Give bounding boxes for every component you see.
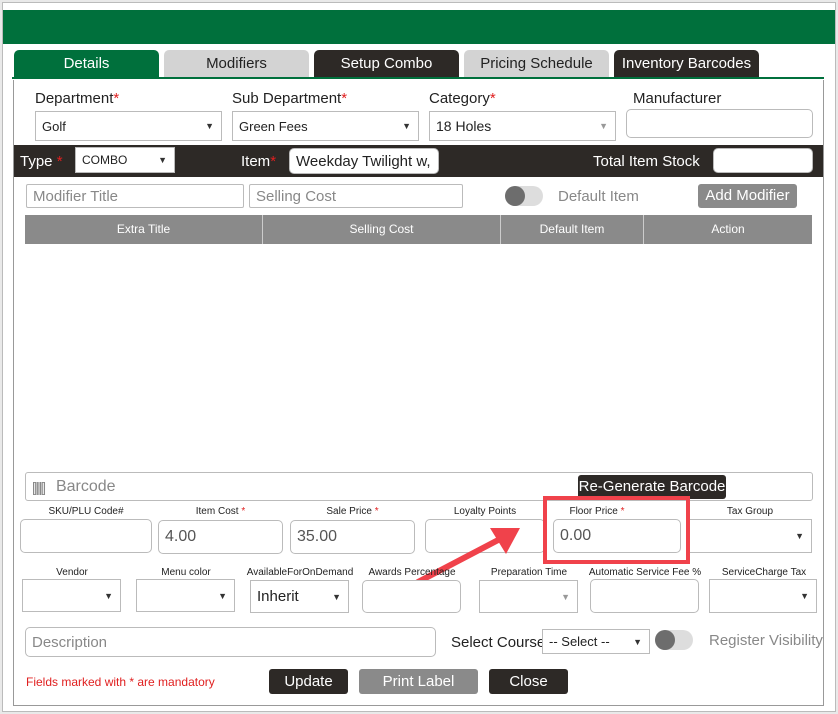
awards-label: Awards Percentage [368, 567, 456, 578]
available-select[interactable]: Inherit ▼ [250, 580, 349, 613]
register-visibility-label: Register Visibility [709, 632, 823, 649]
chevron-down-icon: ▼ [561, 591, 570, 602]
default-item-toggle[interactable] [505, 186, 543, 206]
total-stock-input[interactable] [713, 148, 813, 173]
barcode-icon: [|||||] [32, 478, 46, 495]
default-item-label: Default Item [558, 188, 639, 205]
print-label-button[interactable]: Print Label [359, 669, 478, 694]
auto-fee-label: Automatic Service Fee % [588, 567, 702, 578]
vendor-select[interactable]: ▼ [22, 579, 121, 612]
chevron-down-icon: ▼ [599, 121, 608, 131]
close-button[interactable]: Close [489, 669, 568, 694]
total-stock-label: Total Item Stock [593, 153, 700, 170]
update-button[interactable]: Update [269, 669, 348, 694]
loyalty-label: Loyalty Points [453, 506, 517, 517]
type-select[interactable]: COMBO ▼ [75, 147, 175, 173]
department-label: Department* [35, 90, 120, 107]
register-visibility-toggle[interactable] [655, 630, 693, 650]
dialog-header [3, 10, 835, 44]
highlight-box [543, 496, 690, 564]
awards-input[interactable] [362, 580, 461, 613]
regenerate-barcode-button[interactable]: Re-Generate Barcode [578, 475, 726, 499]
manufacturer-input[interactable] [626, 109, 813, 138]
menu-color-label: Menu color [161, 567, 211, 578]
prep-time-select[interactable]: ▼ [479, 580, 578, 613]
chevron-down-icon: ▼ [205, 121, 214, 131]
tab-pricing-schedule[interactable]: Pricing Schedule [464, 50, 609, 78]
vendor-label: Vendor [56, 567, 88, 578]
select-course-label: Select Course [451, 634, 546, 651]
add-modifier-button[interactable]: Add Modifier [698, 184, 797, 208]
sale-price-input[interactable]: 35.00 [290, 520, 415, 554]
tab-inventory-barcodes[interactable]: Inventory Barcodes [614, 50, 759, 78]
tab-underline [12, 77, 824, 79]
chevron-down-icon: ▼ [633, 636, 642, 647]
prep-time-label: Preparation Time [490, 567, 568, 578]
modifier-title-input[interactable]: Modifier Title [26, 184, 244, 208]
department-select[interactable]: Golf ▼ [35, 111, 222, 141]
chevron-down-icon: ▼ [402, 121, 411, 131]
chevron-down-icon: ▼ [795, 531, 804, 541]
category-select[interactable]: 18 Holes ▼ [429, 111, 616, 141]
item-cost-input[interactable]: 4.00 [158, 520, 283, 554]
chevron-down-icon: ▼ [104, 590, 113, 601]
item-cost-label: Item Cost * [195, 506, 246, 517]
sale-price-label: Sale Price * [326, 506, 379, 517]
sub-department-label: Sub Department* [232, 90, 348, 107]
chevron-down-icon: ▼ [332, 591, 341, 602]
modifier-table-header: Extra Title Selling Cost Default Item Ac… [25, 215, 812, 244]
tax-group-select[interactable]: ▼ [688, 519, 812, 553]
chevron-down-icon: ▼ [800, 591, 809, 601]
auto-fee-input[interactable] [590, 579, 699, 613]
sc-tax-select[interactable]: ▼ [709, 579, 817, 613]
arrow-annotation-icon [415, 528, 520, 585]
column-default-item: Default Item [501, 215, 644, 244]
selling-cost-input[interactable]: Selling Cost [249, 184, 463, 208]
tab-modifiers[interactable]: Modifiers [164, 50, 309, 78]
available-label: AvailableForOnDemand [246, 567, 354, 578]
sub-department-select[interactable]: Green Fees ▼ [232, 111, 419, 141]
chevron-down-icon: ▼ [218, 590, 227, 601]
mandatory-note: Fields marked with * are mandatory [26, 675, 215, 689]
item-label: Item* [241, 153, 277, 170]
chevron-down-icon: ▼ [158, 155, 167, 165]
type-label: Type * [20, 153, 63, 170]
column-action: Action [711, 222, 745, 236]
tax-group-label: Tax Group [726, 506, 774, 517]
floor-price-input[interactable]: 0.00 [553, 519, 681, 553]
menu-color-select[interactable]: ▼ [136, 579, 235, 612]
item-input[interactable]: Weekday Twilight w, [289, 148, 439, 174]
course-select[interactable]: -- Select -- ▼ [542, 629, 650, 654]
floor-price-label: Floor Price * [569, 506, 625, 517]
manufacturer-label: Manufacturer [633, 90, 722, 107]
column-extra-title: Extra Title [25, 215, 263, 244]
details-panel [13, 80, 824, 706]
sku-label: SKU/PLU Code# [48, 506, 124, 517]
category-label: Category* [429, 90, 496, 107]
description-input[interactable]: Description [25, 627, 436, 657]
sku-input[interactable] [20, 519, 152, 553]
tab-setup-combo[interactable]: Setup Combo [314, 50, 459, 78]
tab-details[interactable]: Details [14, 50, 159, 78]
column-selling-cost: Selling Cost [263, 215, 501, 244]
